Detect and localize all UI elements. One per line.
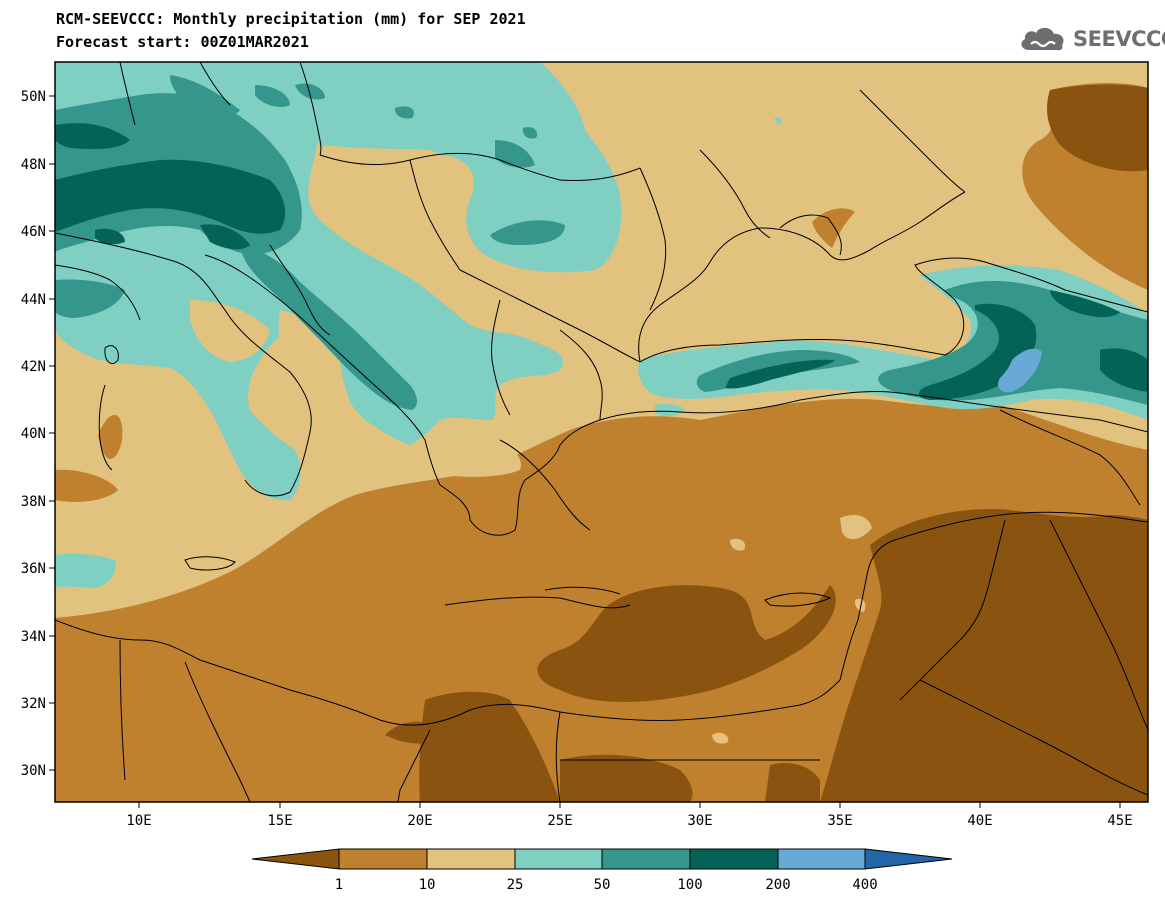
precip-area-50-100	[240, 245, 418, 410]
precip-area-100-200	[95, 228, 125, 245]
precip-area-100-200	[200, 224, 250, 250]
lat-tick-label: 46N	[21, 224, 46, 240]
precip-area-50-100	[394, 106, 415, 119]
lat-tick-label: 42N	[21, 359, 46, 375]
colorbar-label: 50	[594, 877, 611, 893]
precip-area-100-200	[55, 159, 286, 234]
colorbar-label: 1	[335, 877, 343, 893]
precip-area-100-200	[1050, 290, 1120, 318]
map-title: RCM-SEEVCCC: Monthly precipitation (mm) …	[56, 10, 526, 28]
forecast-start-label: Forecast start: 00Z01MAR2021	[56, 33, 309, 51]
colorbar-segment-100-200	[689, 848, 779, 870]
precip-area-1-10	[812, 208, 855, 248]
precip-area-1-10	[55, 469, 118, 502]
lon-tick-label: 15E	[267, 813, 292, 829]
lat-tick-label: 34N	[21, 629, 46, 645]
precip-area-50-100	[255, 85, 290, 107]
precip-area-50-100	[170, 75, 240, 116]
precip-area-50-100	[295, 83, 325, 100]
seevccc-logo: SEEVCCC	[1017, 22, 1165, 56]
lat-tick-label: 48N	[21, 157, 46, 173]
colorbar-segment-gt400	[864, 848, 953, 870]
colorbar-label: 200	[765, 877, 790, 893]
lon-tick-label: 35E	[827, 813, 852, 829]
colorbar-label: 100	[677, 877, 702, 893]
precip-area-1-10	[98, 414, 123, 459]
lat-tick-label: 38N	[21, 494, 46, 510]
lat-tick-label: 40N	[21, 426, 46, 442]
map-frame	[54, 61, 1149, 803]
lon-tick-label: 30E	[687, 813, 712, 829]
precipitation-field	[55, 62, 1148, 802]
colorbar-segment-25-50	[514, 848, 603, 870]
cloud-icon	[1021, 27, 1064, 51]
logo-text: SEEVCCC	[1073, 27, 1165, 51]
lon-tick-label: 10E	[126, 813, 151, 829]
lon-tick-label: 20E	[407, 813, 432, 829]
lon-tick-label: 40E	[967, 813, 992, 829]
lat-tick-label: 30N	[21, 763, 46, 779]
lat-tick-label: 50N	[21, 89, 46, 105]
latitude-axis: 50N 48N 46N 44N 42N 40N 38N 36N 34N 32N …	[21, 89, 55, 779]
lon-tick-label: 45E	[1107, 813, 1132, 829]
colorbar-segment-10-25	[426, 848, 516, 870]
colorbar-label: 400	[852, 877, 877, 893]
colorbar-label: 10	[419, 877, 436, 893]
precip-area-200-400	[998, 348, 1042, 393]
precip-area-lt1	[537, 585, 836, 702]
colorbar-segment-1-10	[338, 848, 428, 870]
precip-area-lt1	[820, 509, 1148, 802]
precip-area-100-200	[1100, 348, 1148, 392]
colorbar-segment-50-100	[601, 848, 691, 870]
precip-area-lt1	[1047, 84, 1148, 172]
colorbar: 1 10 25 50 100 200 400	[251, 848, 953, 893]
precip-area-lt1	[419, 691, 560, 802]
precip-area-lt1	[560, 754, 693, 802]
colorbar-segment-200-400	[777, 848, 866, 870]
precip-area-50-100	[55, 279, 125, 318]
colorbar-segment-lt1	[251, 848, 340, 870]
colorbar-label: 25	[507, 877, 524, 893]
precip-area-25-50	[55, 553, 116, 588]
lat-tick-label: 32N	[21, 696, 46, 712]
precip-area-100-200	[55, 123, 130, 150]
precip-area-50-100	[490, 220, 565, 245]
precip-area-50-100	[522, 127, 538, 139]
longitude-axis: 10E 15E 20E 25E 30E 35E 40E 45E	[126, 802, 1133, 829]
lat-tick-label: 36N	[21, 561, 46, 577]
precip-area-lt1	[765, 763, 820, 802]
precip-area-100-200	[725, 359, 835, 389]
lon-tick-label: 25E	[547, 813, 572, 829]
precip-area-50-100	[495, 140, 535, 168]
coastlines-and-borders	[55, 62, 1148, 802]
lat-tick-label: 44N	[21, 292, 46, 308]
